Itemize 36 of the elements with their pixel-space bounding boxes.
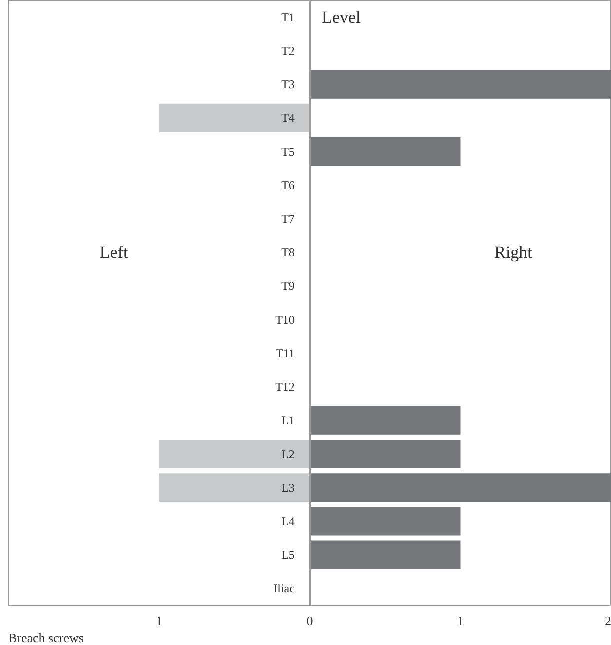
- bar: [310, 137, 461, 166]
- y-axis-title: Level: [322, 8, 362, 27]
- y-tick-label: T4: [282, 111, 295, 126]
- y-tick-label: T9: [282, 279, 295, 294]
- y-tick-label: L5: [282, 548, 295, 562]
- y-tick-label: T1: [282, 10, 295, 24]
- y-tick-label: T10: [276, 312, 295, 327]
- y-tick-label: T6: [282, 178, 295, 192]
- y-tick-label: T5: [282, 144, 295, 159]
- y-tick-label: L1: [282, 414, 295, 428]
- y-tick-label: L4: [282, 514, 295, 528]
- bar: [310, 507, 461, 536]
- annotation: Right: [494, 243, 533, 262]
- y-tick-label: T11: [276, 346, 295, 360]
- x-axis-title: Breach screws: [8, 630, 84, 645]
- bar: [310, 540, 461, 570]
- bar: [159, 440, 310, 469]
- annotation: Left: [100, 243, 128, 262]
- y-tick-label: T2: [282, 44, 295, 58]
- x-tick-label: 1: [458, 614, 464, 628]
- y-tick-label: Iliac: [274, 582, 295, 596]
- bar: [159, 104, 310, 132]
- y-tick-label: T12: [276, 380, 295, 394]
- y-tick-label: L3: [282, 480, 295, 495]
- bar: [310, 70, 611, 99]
- bar: [310, 440, 461, 469]
- bar: [159, 474, 310, 502]
- bar: [310, 406, 461, 435]
- x-tick-label: 0: [306, 614, 314, 628]
- x-tick-label: 2: [605, 614, 611, 628]
- y-tick-label: T7: [282, 212, 295, 226]
- y-tick-label: T3: [282, 78, 295, 92]
- y-tick-label: T8: [282, 246, 295, 260]
- bar: [310, 474, 611, 502]
- y-tick-label: L2: [282, 447, 295, 462]
- x-tick-label: 1: [156, 614, 162, 628]
